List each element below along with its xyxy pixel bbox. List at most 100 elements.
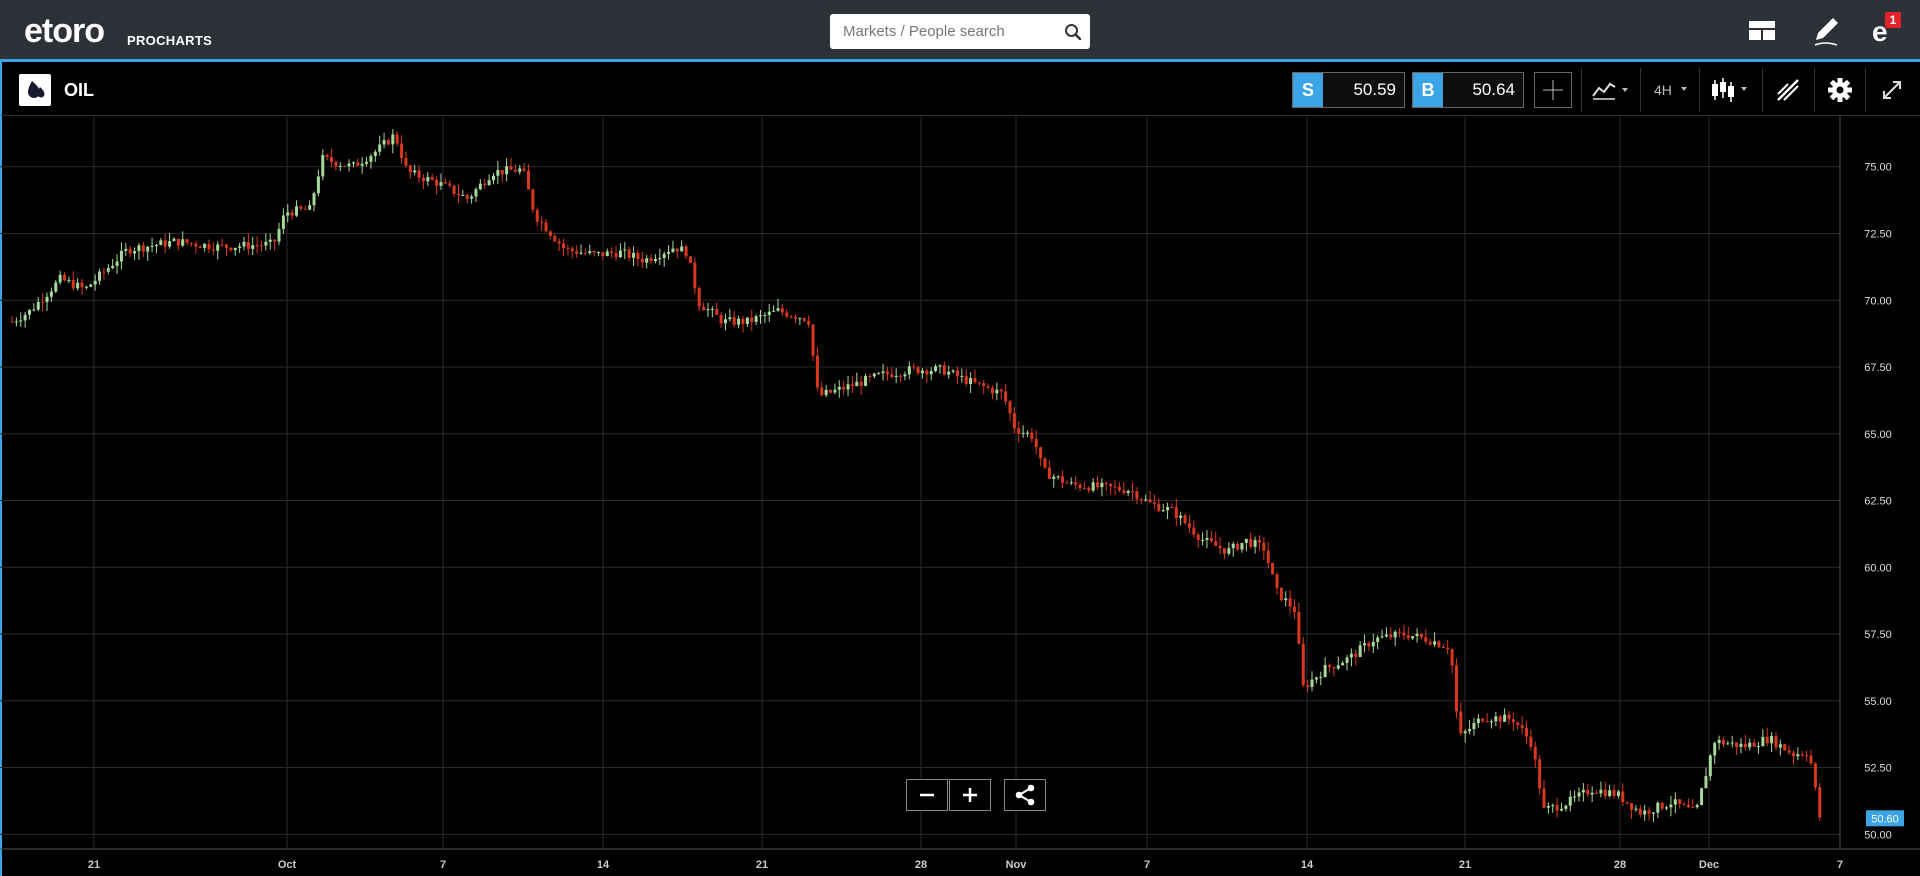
candle-body — [1240, 542, 1244, 550]
candle-body — [688, 256, 692, 263]
candle-body — [1437, 641, 1441, 647]
candle-body — [1638, 808, 1642, 815]
candle-body — [973, 378, 977, 383]
candle-body — [1262, 542, 1266, 551]
plus-icon — [963, 788, 977, 802]
candle-body — [1078, 484, 1082, 488]
candle-body — [1791, 752, 1795, 757]
buy-label: B — [1413, 73, 1443, 107]
x-tick-label: 28 — [1614, 859, 1626, 871]
candle-body — [1349, 653, 1353, 658]
candle-body — [98, 271, 102, 281]
candle-body — [141, 245, 145, 252]
candle-body — [890, 374, 894, 377]
candle-body — [176, 238, 180, 246]
settings-button[interactable] — [1822, 72, 1858, 108]
candle-body — [290, 212, 294, 216]
candle-body — [1595, 792, 1599, 794]
candle-body — [912, 366, 916, 368]
candle-body — [1069, 482, 1073, 484]
candle-body — [842, 386, 846, 390]
candle-body — [1174, 507, 1178, 518]
share-button[interactable] — [1004, 779, 1046, 811]
candle-body — [41, 301, 45, 303]
candle-body — [1030, 432, 1034, 439]
candle-body — [1577, 792, 1581, 797]
candle-body — [316, 176, 320, 194]
candle-body — [1376, 637, 1380, 642]
user-menu-icon[interactable]: e — [1868, 12, 1906, 50]
candles-icon — [1712, 78, 1747, 102]
candle-body — [1363, 643, 1367, 646]
candle-body — [1616, 791, 1620, 796]
y-tick-label: 67.50 — [1864, 362, 1892, 374]
notification-badge[interactable]: 1 — [1885, 12, 1901, 28]
candle-body — [1603, 789, 1607, 797]
candle-body — [649, 258, 653, 262]
candle-body — [1187, 523, 1191, 528]
layout-icon[interactable] — [1743, 12, 1781, 50]
x-tick-label: 28 — [915, 859, 927, 871]
candle-body — [1021, 432, 1025, 434]
candle-body — [776, 308, 780, 311]
candle-body — [268, 239, 272, 242]
x-tick-label: 7 — [440, 859, 446, 871]
candle-body — [1179, 515, 1183, 518]
candle-body — [1122, 490, 1126, 493]
candle-body — [470, 196, 474, 199]
candle-body — [1012, 413, 1016, 429]
candle-body — [439, 182, 443, 186]
candle-body — [312, 193, 316, 206]
candle-body — [824, 389, 828, 396]
candle-body — [1708, 755, 1712, 777]
candle-body — [1809, 755, 1813, 764]
timeframe-button[interactable]: 4H — [1650, 72, 1694, 108]
zoom-in-button[interactable] — [949, 779, 991, 811]
y-tick-label: 70.00 — [1864, 295, 1892, 307]
zoom-out-button[interactable] — [906, 779, 948, 811]
sell-button[interactable]: S 50.59 — [1292, 72, 1405, 108]
candle-body — [1783, 744, 1787, 751]
candle-body — [146, 246, 150, 252]
search-input[interactable] — [830, 14, 1055, 49]
candle-body — [1555, 805, 1559, 811]
candle-body — [207, 243, 211, 250]
chart-area[interactable] — [0, 116, 1920, 876]
candle-body — [137, 245, 141, 252]
candle-body — [732, 317, 736, 325]
drawing-tools-button[interactable] — [1770, 72, 1806, 108]
search-box — [830, 14, 1090, 49]
candle-body — [1516, 722, 1520, 726]
candle-body — [1560, 808, 1564, 811]
candle-body — [1393, 631, 1397, 638]
candle-body — [1008, 401, 1012, 414]
candle-body — [942, 365, 946, 375]
buy-button[interactable]: B 50.64 — [1412, 72, 1524, 108]
candle-body — [505, 166, 509, 175]
edit-icon[interactable] — [1807, 12, 1845, 50]
etoro-logo[interactable]: etoro — [24, 12, 105, 50]
candle-body — [1630, 803, 1634, 810]
candle-body — [1025, 432, 1029, 434]
chart-type-button[interactable] — [1707, 72, 1753, 108]
candle-body — [378, 144, 382, 152]
crosshair-button[interactable] — [1534, 72, 1572, 108]
candle-body — [1669, 804, 1673, 808]
candle-body — [1126, 491, 1130, 493]
candle-body — [1468, 729, 1472, 732]
y-axis-labels: 75.00 72.50 70.00 67.50 65.00 62.50 60.00 57.50… — [1864, 162, 1892, 842]
price-chart[interactable]: 75.00 72.50 70.00 67.50 65.00 62.50 60.00 57.50… — [0, 116, 1920, 876]
y-tick-label: 60.00 — [1864, 562, 1892, 574]
candle-body — [767, 311, 771, 315]
search-icon[interactable] — [1064, 23, 1082, 41]
last-price-label: 50.60 — [1871, 813, 1899, 825]
candle-body — [334, 161, 338, 167]
fullscreen-button[interactable] — [1874, 72, 1910, 108]
candle-body — [1586, 789, 1590, 795]
candle-body — [597, 252, 601, 254]
candle-body — [723, 319, 727, 324]
candle-body — [413, 170, 417, 173]
candle-body — [1398, 631, 1402, 633]
candle-body — [684, 246, 688, 257]
indicators-button[interactable] — [1589, 72, 1633, 108]
